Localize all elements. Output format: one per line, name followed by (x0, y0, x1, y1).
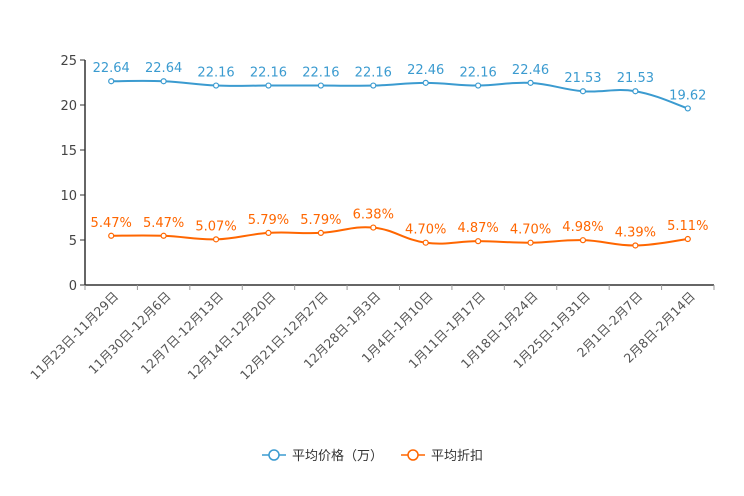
data-label: 5.79% (248, 213, 289, 228)
data-point (212, 236, 220, 243)
data-label: 5.79% (300, 213, 341, 228)
data-point (684, 105, 691, 112)
data-point (212, 82, 220, 89)
data-point (422, 239, 429, 246)
data-label: 22.64 (145, 61, 182, 76)
y-tick-label: 10 (60, 189, 77, 204)
data-label: 4.87% (457, 221, 498, 236)
legend-marker-0 (268, 449, 280, 461)
y-tick-label: 20 (60, 99, 77, 114)
data-point (265, 229, 272, 236)
legend-label: 平均价格（万） (292, 448, 383, 464)
y-tick-label: 0 (69, 279, 77, 294)
data-label: 21.53 (564, 71, 601, 86)
data-point (108, 78, 115, 85)
data-label: 5.47% (143, 216, 184, 231)
data-point (160, 232, 167, 239)
data-point (632, 242, 639, 249)
x-tick-label: 12月14日-12月20日 (184, 289, 278, 383)
data-label: 6.38% (353, 208, 394, 223)
legend-label: 平均折扣 (431, 449, 483, 464)
data-label: 5.11% (667, 219, 708, 234)
data-point (370, 224, 377, 231)
x-tick-label: 11月23日-11月29日 (27, 289, 121, 383)
series-line-0 (111, 79, 689, 110)
data-point (632, 88, 639, 95)
data-label: 5.47% (91, 216, 132, 231)
data-label: 5.07% (195, 219, 236, 234)
data-label: 22.64 (93, 61, 130, 76)
data-point (108, 232, 115, 239)
data-point (527, 239, 534, 246)
data-label: 22.46 (407, 63, 444, 78)
data-label: 22.16 (302, 66, 339, 81)
data-point (160, 78, 167, 85)
data-point (579, 237, 587, 244)
legend-marker-1 (407, 449, 419, 461)
y-tick-label: 25 (60, 54, 77, 69)
data-point (422, 79, 429, 86)
data-label: 4.39% (615, 225, 656, 240)
data-point (265, 82, 272, 89)
data-label: 4.70% (405, 223, 446, 238)
y-tick-label: 5 (69, 234, 77, 249)
data-point (475, 82, 482, 89)
data-point (475, 238, 482, 245)
data-label: 22.16 (250, 66, 287, 81)
data-label: 22.16 (460, 66, 497, 81)
data-label: 22.46 (512, 63, 549, 78)
data-label: 22.16 (197, 66, 234, 81)
data-point (527, 79, 534, 86)
data-point (370, 82, 377, 89)
data-label: 22.16 (355, 66, 392, 81)
data-label: 4.98% (562, 220, 603, 235)
data-point (317, 82, 324, 89)
x-tick-label: 12月21日-12月27日 (237, 289, 331, 383)
data-label: 19.62 (669, 88, 706, 103)
data-point (684, 235, 691, 243)
data-point (579, 88, 587, 95)
data-label: 21.53 (617, 71, 654, 86)
y-tick-label: 15 (60, 144, 77, 159)
data-point (317, 229, 324, 236)
series-line-1 (111, 226, 688, 247)
data-label: 4.70% (510, 223, 551, 238)
